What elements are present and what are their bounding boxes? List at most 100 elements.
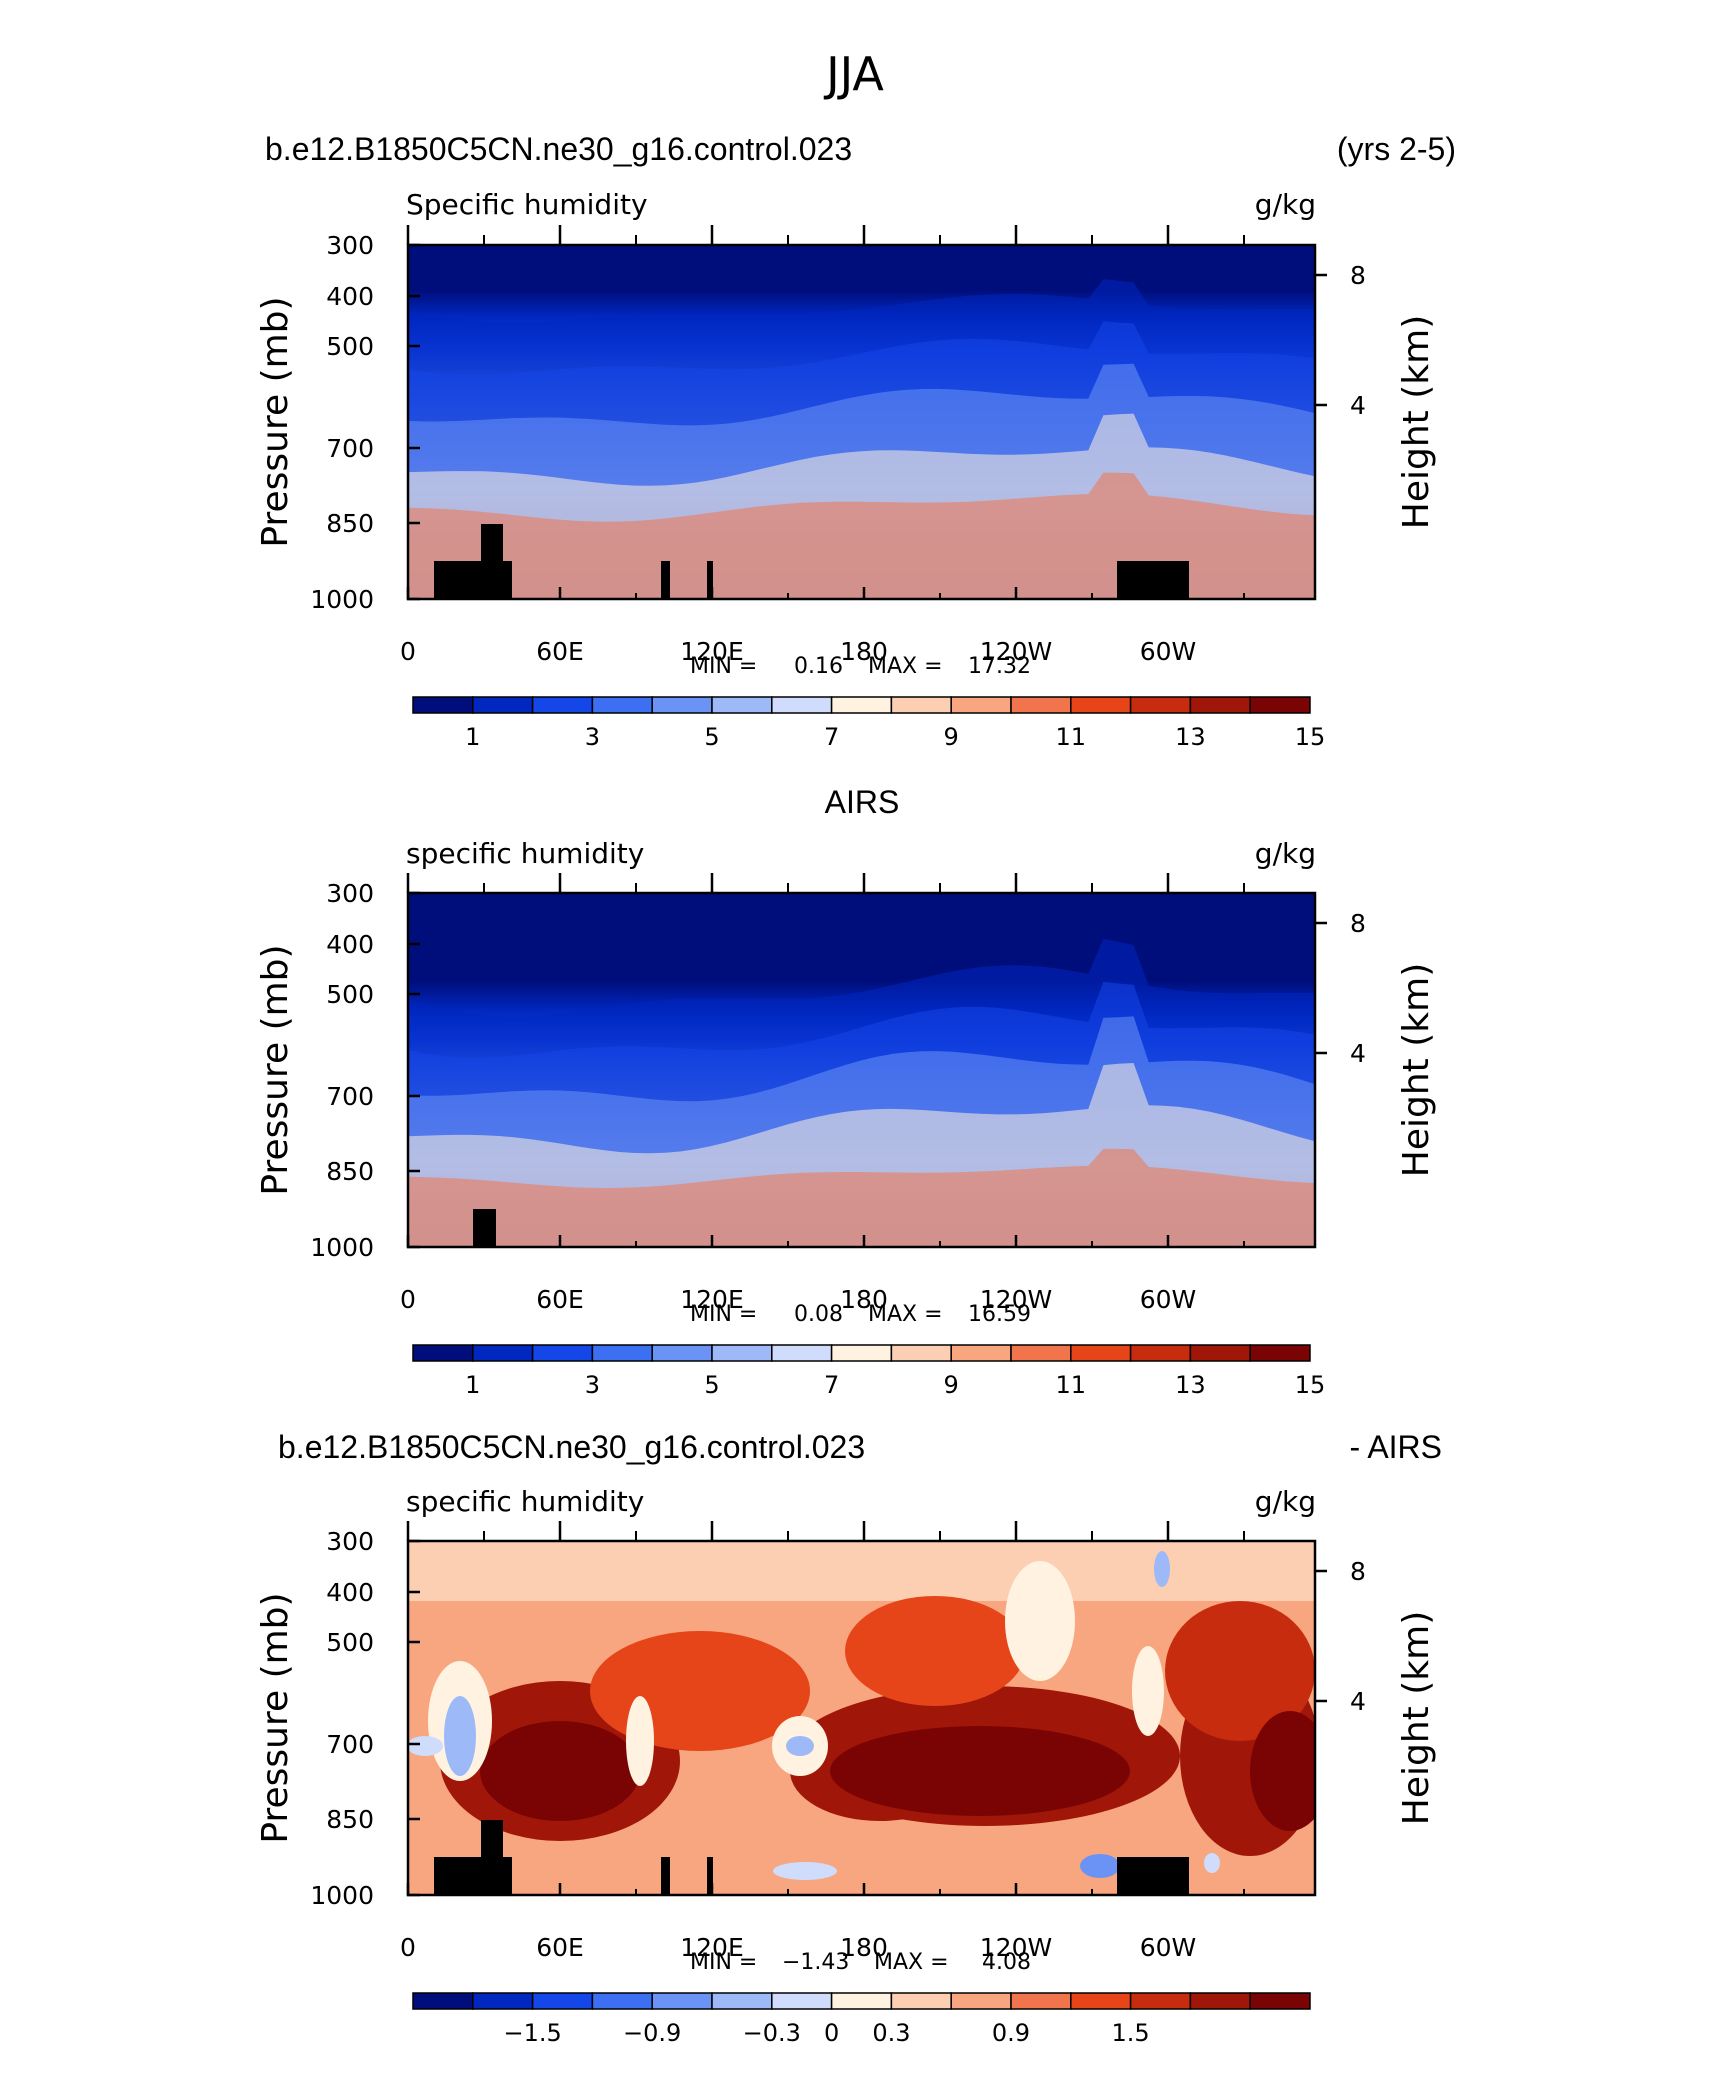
x-tick-label: 0 [400,1285,416,1314]
x-tick-label: 60W [1140,637,1197,666]
colorbar-swatch [711,1344,773,1362]
panel-1: b.e12.B1850C5CN.ne30_g16.control.023 (yr… [255,131,1456,751]
anomaly-blob [444,1696,476,1776]
topography-mask [661,1857,670,1895]
y-tick-label: 300 [326,879,374,908]
colorbar-swatch [412,696,474,714]
topography-mask [1117,561,1189,599]
colorbar-label: 1.5 [1112,2019,1150,2047]
panel-2-contour-field [408,893,1315,1247]
x-tick-label: 120E [680,1933,744,1962]
y-tick-label: 300 [326,231,374,260]
x-tick-label: 180 [840,1933,888,1962]
colorbar-swatch [472,1992,534,2010]
colorbar-label: 13 [1175,1371,1206,1399]
panel-1-contour-field [408,245,1315,599]
y-axis-label: Pressure (mb) [255,1592,296,1843]
colorbar-label: 1 [465,1371,480,1399]
anomaly-blob [626,1696,654,1786]
colorbar-swatch [711,1992,773,2010]
panel-1-colorbar: 1 3 5 7 9 11 13 15 [412,696,1326,751]
colorbar-swatch [1070,1344,1132,1362]
x-tick-label: 60W [1140,1933,1197,1962]
panel-3-min-value: −1.43 [782,1950,849,1975]
colorbar-swatch [1189,1344,1251,1362]
y-tick-label: 500 [326,332,374,361]
panel-2-axes: 300 400 500 700 850 1000 8 4 0 60E 120E 180 120W 60W P… [255,873,1437,1314]
colorbar-label: 13 [1175,723,1206,751]
panel-2-colorbar: 1 3 5 7 9 11 13 15 [412,1344,1325,1399]
anomaly-blob [1250,1711,1315,1831]
y-tick-label: 400 [326,930,374,959]
right-y-axis-label: Height (km) [1396,963,1437,1177]
panel-2-title: AIRS [825,784,900,820]
plot-frame [406,1539,1317,1897]
panel-1-max-value: 17.32 [968,654,1031,679]
y-tick-label: 500 [326,1628,374,1657]
colorbar-swatch [950,696,1012,714]
panel-1-right-label: (yrs 2-5) [1337,131,1456,167]
panel-3-variable: specific humidity [406,1485,644,1518]
y-tick-label: 400 [326,282,374,311]
colorbar-swatch [591,1992,653,2010]
colorbar-swatch [472,696,534,714]
colorbar-label: −0.9 [623,2019,681,2047]
x-tick-label: 120E [680,637,744,666]
x-tick-label: 120W [980,1285,1052,1314]
contour-band [408,472,1315,599]
colorbar-swatch [1070,1992,1132,2010]
panel-1-variable: Specific humidity [406,188,648,221]
x-tick-label: 120E [680,1285,744,1314]
panel-3-colorbar: −1.5 −0.9 −0.3 0 0.3 0.9 1.5 [412,1992,1311,2047]
x-tick-label: 180 [840,637,888,666]
colorbar-label: 11 [1056,1371,1087,1399]
colorbar-swatch [1010,696,1072,714]
panel-1-left-label: b.e12.B1850C5CN.ne30_g16.control.023 [265,131,852,167]
y-tick-label: 700 [326,434,374,463]
y-tick-label: 850 [326,509,374,538]
colorbar-swatch [1189,696,1251,714]
anomaly-blob [830,1726,1130,1816]
colorbar-label: 9 [944,723,959,751]
colorbar-swatch [890,696,952,714]
anomaly-blob [1154,1551,1170,1587]
anomaly-blob [408,1736,443,1756]
right-y-tick-label: 4 [1350,391,1366,420]
colorbar-label: −1.5 [503,2019,561,2047]
colorbar-swatch [890,1344,952,1362]
y-tick-label: 1000 [310,1233,374,1262]
anomaly-blob [480,1721,640,1821]
x-tick-label: 60E [536,1933,584,1962]
colorbar-swatch [412,1992,474,2010]
colorbar-label: 9 [944,1371,959,1399]
colorbar-swatch [771,1992,833,2010]
anomaly-blob [773,1862,837,1880]
x-tick-label: 120W [980,637,1052,666]
x-tick-label: 60E [536,637,584,666]
topography-mask [707,561,713,599]
colorbar-label: 11 [1056,723,1087,751]
x-tick-label: 180 [840,1285,888,1314]
panel-3-contour-field [408,1541,1315,1895]
colorbar-swatch [412,1344,474,1362]
colorbar-swatch [531,696,594,714]
panel-1-axes: 300 400 500 700 850 1000 8 4 0 60E 120E 180 120W 60W P… [255,225,1437,666]
colorbar-label: 15 [1295,723,1326,751]
y-axis-label: Pressure (mb) [255,296,296,547]
colorbar-swatch [472,1344,534,1362]
topography-mask [707,1857,713,1895]
panel-3-max-value: 4.08 [982,1950,1031,1975]
y-tick-label: 700 [326,1082,374,1111]
y-tick-label: 500 [326,980,374,1009]
panel-2-min-value: 0.08 [794,1302,843,1327]
colorbar-swatch [591,1344,653,1362]
topography-mask [481,1820,503,1895]
y-tick-label: 300 [326,1527,374,1556]
anomaly-blob [1080,1854,1120,1878]
panel-3-max-label: MAX = [874,1950,949,1975]
colorbar-label: −0.3 [743,2019,801,2047]
colorbar-label: 3 [585,723,600,751]
panel-2-min-label: MIN = [690,1302,757,1327]
x-tick-label: 120W [980,1933,1052,1962]
anomaly-blob [786,1736,814,1756]
